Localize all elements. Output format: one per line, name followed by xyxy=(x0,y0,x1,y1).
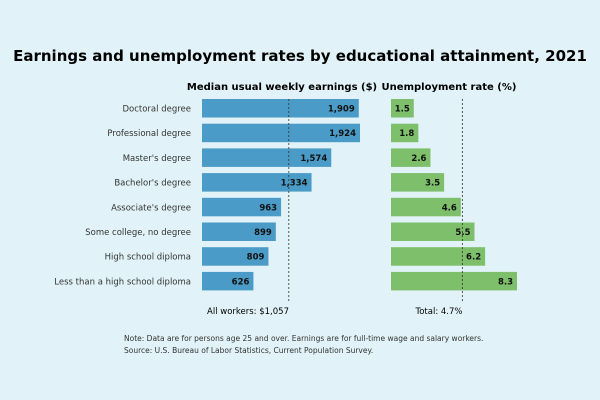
unemployment-bar-less-than-a-high-school-diploma xyxy=(391,271,517,291)
chart-note: Note: Data are for persons age 25 and ov… xyxy=(124,334,483,343)
unemployment-value-bachelor-s-degree: 3.5 xyxy=(425,179,440,189)
unemployment-bar-associate-s-degree xyxy=(391,197,461,217)
earnings-value-less-than-a-high-school-diploma: 626 xyxy=(232,277,250,287)
category-label-bachelor-s-degree: Bachelor's degree xyxy=(114,179,191,189)
earnings-value-some-college-no-degree: 899 xyxy=(254,228,272,238)
category-label-doctoral-degree: Doctoral degree xyxy=(122,104,191,114)
category-label-some-college-no-degree: Some college, no degree xyxy=(85,228,191,238)
unemployment-value-doctoral-degree: 1.5 xyxy=(395,104,410,114)
unemployment-reference-label: Total: 4.7% xyxy=(414,307,462,317)
earnings-bar-high-school-diploma xyxy=(202,247,269,266)
category-label-less-than-a-high-school-diploma: Less than a high school diploma xyxy=(54,277,191,287)
unemployment-value-high-school-diploma: 6.2 xyxy=(466,253,481,263)
earnings-bar-master-s-degree xyxy=(202,148,332,167)
unemployment-value-less-than-a-high-school-diploma: 8.3 xyxy=(498,277,513,287)
earnings-value-bachelor-s-degree: 1,334 xyxy=(281,179,308,189)
category-label-associate-s-degree: Associate's degree xyxy=(111,203,191,213)
earnings-value-associate-s-degree: 963 xyxy=(259,203,277,213)
earnings-bar-associate-s-degree xyxy=(202,197,282,217)
earnings-value-doctoral-degree: 1,909 xyxy=(328,104,355,114)
unemployment-bar-bachelor-s-degree xyxy=(391,173,445,192)
earnings-value-professional-degree: 1,924 xyxy=(329,129,356,139)
category-label-high-school-diploma: High school diploma xyxy=(105,253,191,263)
unemployment-panel-title: Unemployment rate (%) xyxy=(382,82,517,93)
earnings-value-master-s-degree: 1,574 xyxy=(300,154,327,164)
unemployment-value-some-college-no-degree: 5.5 xyxy=(455,228,470,238)
chart-rows: Doctoral degree 1,909 1.5 Professional degr… xyxy=(54,99,517,291)
chart-title: Earnings and unemployment rates by educa… xyxy=(13,47,587,65)
category-label-professional-degree: Professional degree xyxy=(107,129,191,139)
unemployment-bar-some-college-no-degree xyxy=(391,222,475,241)
unemployment-bar-master-s-degree xyxy=(391,148,431,167)
earnings-bar-bachelor-s-degree xyxy=(202,173,312,192)
chart-source: Source: U.S. Bureau of Labor Statistics,… xyxy=(124,346,373,355)
earnings-bar-professional-degree xyxy=(202,123,360,143)
unemployment-bar-professional-degree xyxy=(391,123,419,143)
earnings-panel-title: Median usual weekly earnings ($) xyxy=(187,82,377,93)
earnings-bar-some-college-no-degree xyxy=(202,222,276,241)
unemployment-value-associate-s-degree: 4.6 xyxy=(442,203,457,213)
earnings-reference-label: All workers: $1,057 xyxy=(207,307,289,317)
earnings-bar-doctoral-degree xyxy=(202,99,359,118)
category-label-master-s-degree: Master's degree xyxy=(123,154,191,164)
earnings-value-high-school-diploma: 809 xyxy=(247,253,265,263)
unemployment-value-professional-degree: 1.8 xyxy=(399,129,414,139)
unemployment-bar-high-school-diploma xyxy=(391,247,486,266)
unemployment-value-master-s-degree: 2.6 xyxy=(411,154,426,164)
earnings-bar-less-than-a-high-school-diploma xyxy=(202,271,254,291)
unemployment-bar-doctoral-degree xyxy=(391,99,414,118)
